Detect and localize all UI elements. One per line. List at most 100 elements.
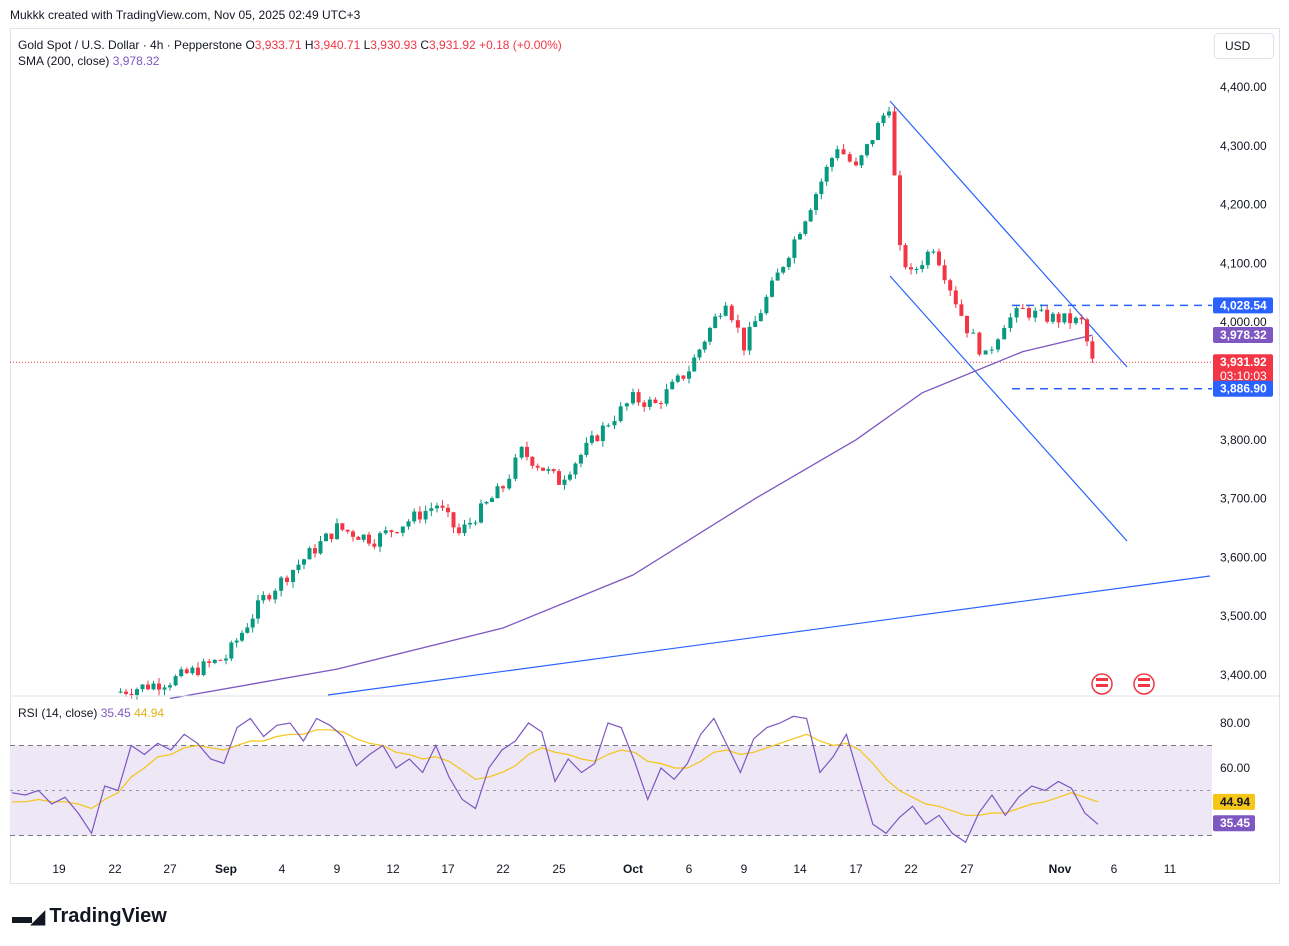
price-axis-tick: 4,200.00 (1220, 198, 1267, 212)
price-axis-tick: 4,300.00 (1220, 139, 1267, 153)
rsi-legend: RSI (14, close) 35.45 44.94 (18, 706, 164, 720)
currency-button[interactable]: USD (1214, 33, 1274, 59)
candle-body (747, 326, 752, 351)
channel-lower-line[interactable] (889, 275, 1128, 542)
candle-body (184, 669, 189, 674)
time-axis-tick: 6 (1111, 862, 1118, 876)
candle-body (546, 469, 551, 471)
candle-body (535, 465, 540, 468)
candle-body (881, 115, 886, 124)
candle-body (636, 392, 641, 403)
bar-countdown-label: 03:10:03 (1220, 369, 1267, 383)
candle-body (612, 421, 617, 426)
open-label: O (245, 38, 255, 52)
sma-price-label-box (1213, 326, 1273, 343)
candle-body (718, 315, 723, 317)
us-flag-stripe (1138, 684, 1150, 687)
candle-body (865, 144, 869, 156)
candle-body (285, 577, 290, 582)
candle-body (400, 526, 405, 533)
candle-body (525, 446, 529, 457)
candle-body (914, 269, 919, 271)
candle-body (1073, 317, 1078, 324)
candle-body (835, 149, 840, 159)
candle-body (234, 640, 239, 643)
candle-body (201, 661, 206, 676)
candle-body (925, 251, 930, 266)
rising-trendline[interactable] (327, 575, 1211, 696)
rsi-ma-line (12, 729, 1099, 816)
candle-body (124, 691, 128, 694)
candle-body (501, 486, 505, 489)
rsi-value-label: 35.45 (1220, 816, 1250, 830)
candle-body (495, 486, 500, 499)
candle-body (367, 534, 371, 544)
candle-body (819, 181, 824, 195)
close-value: 3,931.92 (429, 38, 476, 52)
candle-body (948, 280, 953, 291)
candle-body (490, 498, 494, 502)
candle-body (562, 479, 567, 485)
candle-body (898, 175, 902, 246)
candle-body (670, 381, 675, 390)
time-axis-tick: 22 (904, 862, 918, 876)
candle-body (781, 266, 786, 273)
candle-body (942, 265, 947, 281)
candle-body (1085, 319, 1089, 342)
candle-body (1050, 313, 1055, 322)
candle-body (735, 320, 740, 328)
candle-body (600, 425, 605, 442)
low-label: L (363, 38, 371, 52)
candle-body (989, 349, 994, 351)
candle-body (618, 406, 623, 422)
last-price-label: 3,931.92 (1220, 355, 1267, 369)
candle-body (758, 313, 763, 322)
symbol-name: Gold Spot / U.S. Dollar · 4h · Peppersto… (18, 38, 243, 52)
candle-body (977, 332, 982, 355)
candle-body (753, 321, 758, 327)
candle-body (468, 522, 472, 525)
candle-body (653, 399, 658, 403)
candle-body (971, 332, 976, 334)
candle-body (383, 530, 388, 534)
candle-body (723, 305, 728, 316)
candle-body (162, 687, 167, 690)
candle-body (573, 463, 578, 475)
candle-body (687, 371, 691, 379)
rsi-line (11, 715, 1099, 844)
last-price-label-box (1213, 354, 1273, 385)
candle-body (513, 457, 518, 479)
rsi-value-label: 44.94 (1220, 795, 1250, 809)
candle-body (692, 357, 697, 372)
time-axis-tick: 27 (163, 862, 177, 876)
chart-frame (10, 28, 1280, 884)
candle-body (240, 632, 244, 641)
candle-body (870, 140, 875, 145)
time-axis-tick: 9 (334, 862, 341, 876)
candle-body (814, 194, 818, 211)
candle-body (273, 590, 278, 600)
candle-body (729, 305, 734, 321)
candle-body (567, 474, 572, 480)
candle-body (1014, 308, 1019, 318)
time-axis-tick: 6 (686, 862, 693, 876)
candle-body (841, 149, 846, 155)
time-axis-tick: 17 (441, 862, 455, 876)
rsi-ma-value: 44.94 (134, 706, 165, 720)
candle-body (775, 272, 780, 281)
candle-body (1039, 309, 1044, 311)
high-label: H (304, 38, 314, 52)
price-axis-tick: 4,000.00 (1220, 315, 1267, 329)
candle-body (854, 161, 858, 166)
rsi-band-fill (10, 745, 1212, 836)
sma-label: SMA (200, close) (18, 54, 110, 68)
time-axis-tick: 22 (108, 862, 122, 876)
us-flag-stripe (1096, 678, 1108, 681)
candle-body (168, 685, 172, 688)
candle-body (351, 531, 355, 537)
candle-body (824, 166, 829, 182)
candle-body (435, 505, 439, 509)
candle-body (681, 375, 686, 379)
time-axis-tick: Nov (1049, 862, 1072, 876)
